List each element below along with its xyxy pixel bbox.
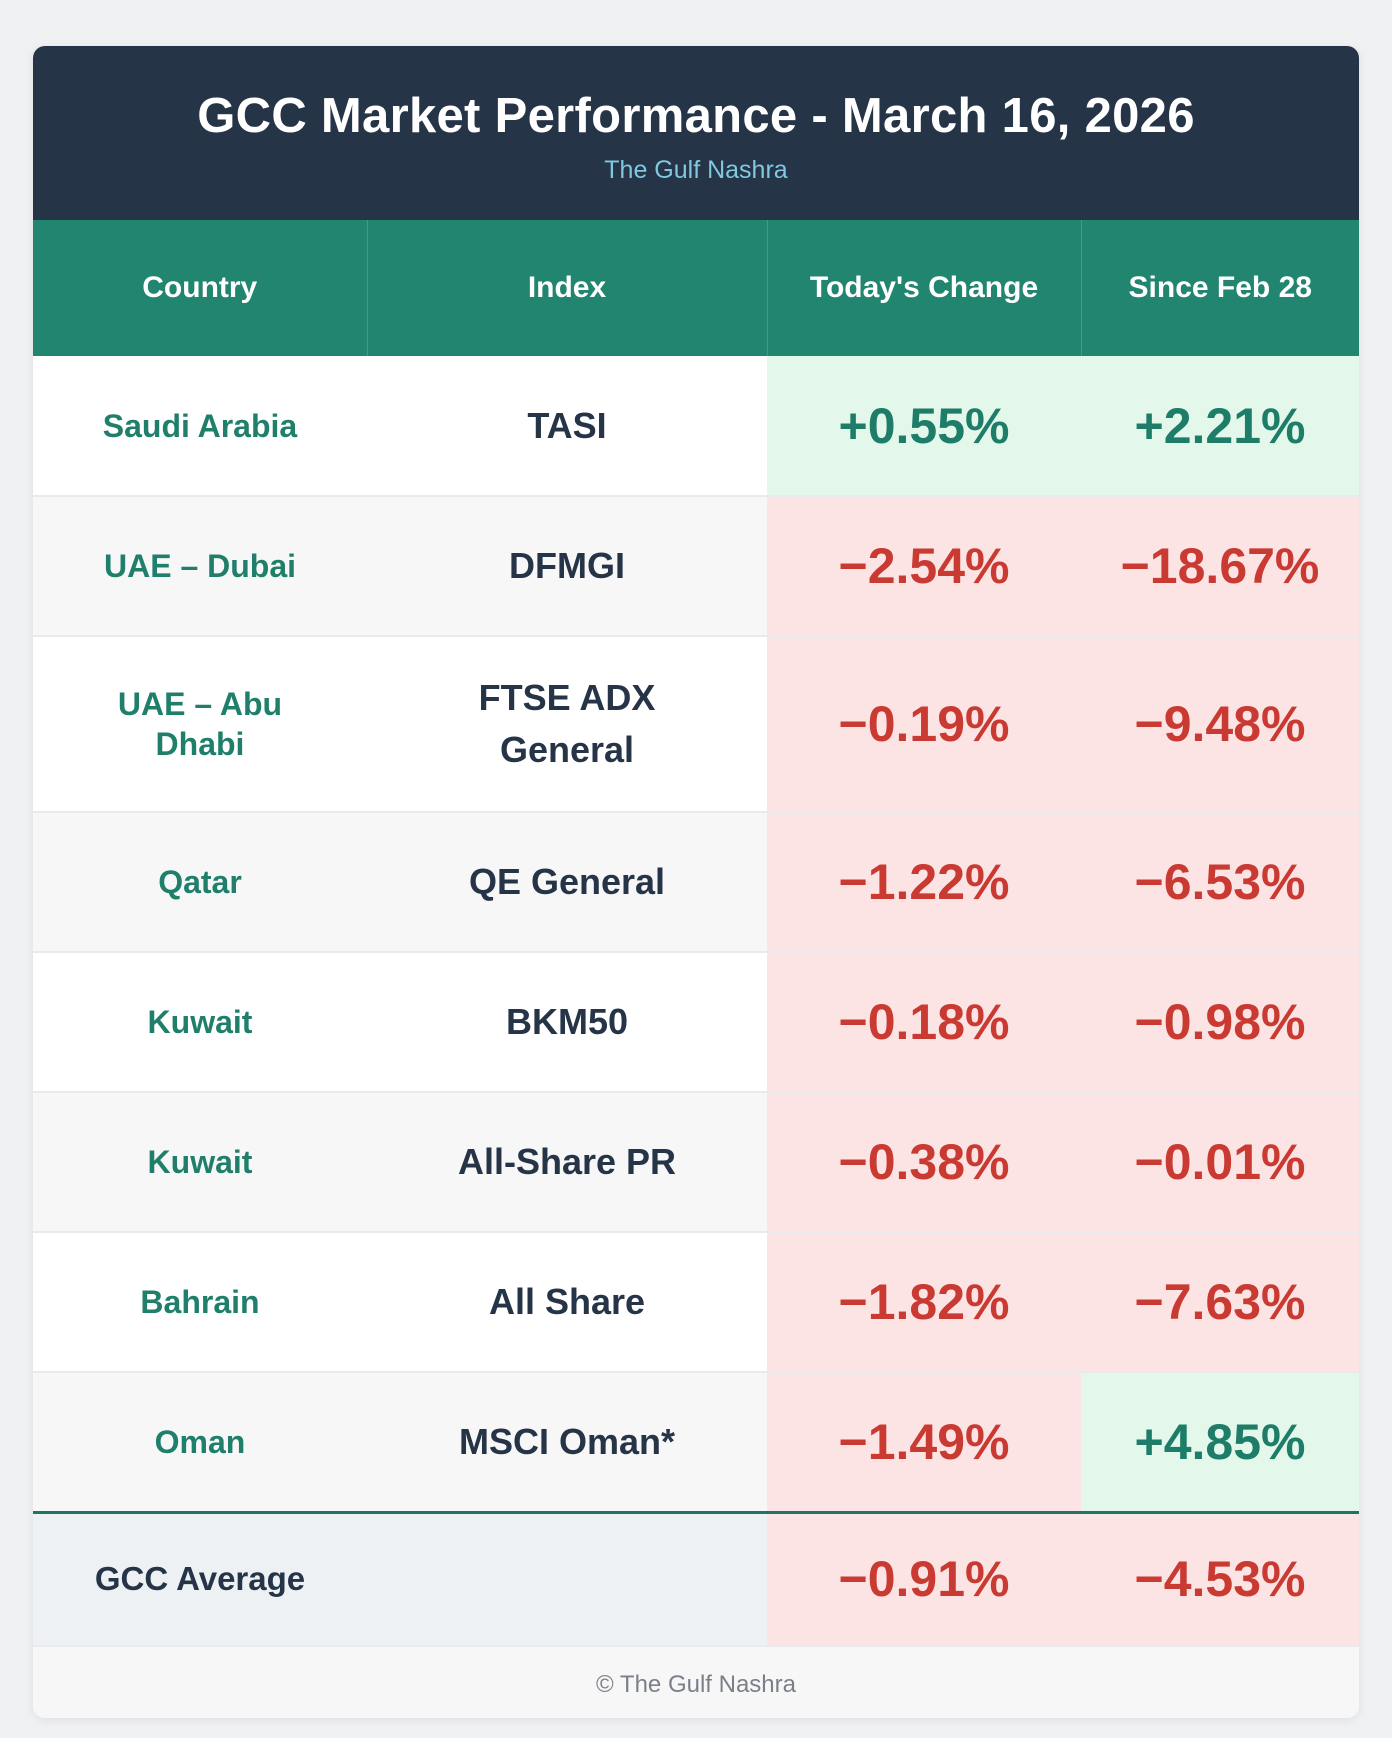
- table-row: Oman MSCI Oman* −1.49% +4.85%: [33, 1372, 1359, 1513]
- table-row: Saudi Arabia TASI +0.55% +2.21%: [33, 356, 1359, 497]
- today-change-cell: −1.22%: [767, 812, 1081, 953]
- table-body: Saudi Arabia TASI +0.55% +2.21% UAE – Du…: [33, 356, 1359, 1647]
- index-cell: MSCI Oman*: [367, 1372, 767, 1513]
- today-change-cell: −0.38%: [767, 1092, 1081, 1233]
- index-cell: QE General: [367, 812, 767, 953]
- index-cell: TASI: [367, 356, 767, 497]
- country-cell: UAE – Abu Dhabi: [33, 636, 367, 813]
- market-table: Country Index Today's Change Since Feb 2…: [33, 220, 1359, 1647]
- country-cell: Kuwait: [33, 1092, 367, 1233]
- country-cell: Bahrain: [33, 1232, 367, 1373]
- since-change-cell: −7.63%: [1081, 1232, 1359, 1373]
- table-row: Kuwait All-Share PR −0.38% −0.01%: [33, 1092, 1359, 1233]
- today-change-cell: −1.82%: [767, 1232, 1081, 1373]
- country-cell: Qatar: [33, 812, 367, 953]
- country-cell: UAE – Dubai: [33, 496, 367, 637]
- table-row: Kuwait BKM50 −0.18% −0.98%: [33, 952, 1359, 1093]
- index-cell: BKM50: [367, 952, 767, 1093]
- gcc-average-spacer: [367, 1510, 767, 1647]
- country-cell: Saudi Arabia: [33, 356, 367, 497]
- today-change-cell: −0.19%: [767, 636, 1081, 813]
- footer-credit: © The Gulf Nashra: [33, 1647, 1359, 1718]
- country-cell: Kuwait: [33, 952, 367, 1093]
- gcc-average-since: −4.53%: [1081, 1510, 1359, 1647]
- today-change-cell: −2.54%: [767, 496, 1081, 637]
- table-row: UAE – Abu Dhabi FTSE ADX General −0.19% …: [33, 636, 1359, 813]
- column-header-since: Since Feb 28: [1081, 220, 1359, 356]
- index-cell: All Share: [367, 1232, 767, 1373]
- table-row: Bahrain All Share −1.82% −7.63%: [33, 1232, 1359, 1373]
- page-title: GCC Market Performance - March 16, 2026: [197, 89, 1195, 143]
- since-change-cell: +2.21%: [1081, 356, 1359, 497]
- column-header-country: Country: [33, 220, 368, 356]
- gcc-average-today: −0.91%: [767, 1510, 1081, 1647]
- title-banner: GCC Market Performance - March 16, 2026 …: [33, 46, 1359, 220]
- today-change-cell: −1.49%: [767, 1372, 1081, 1513]
- table-row: UAE – Dubai DFMGI −2.54% −18.67%: [33, 496, 1359, 637]
- since-change-cell: −0.98%: [1081, 952, 1359, 1093]
- page-subtitle: The Gulf Nashra: [604, 156, 788, 184]
- index-cell: DFMGI: [367, 496, 767, 637]
- country-cell: Oman: [33, 1372, 367, 1513]
- column-header-index: Index: [367, 220, 768, 356]
- gcc-average-label: GCC Average: [33, 1510, 367, 1647]
- performance-card: GCC Market Performance - March 16, 2026 …: [33, 46, 1359, 1718]
- since-change-cell: +4.85%: [1081, 1372, 1359, 1513]
- table-row: Qatar QE General −1.22% −6.53%: [33, 812, 1359, 953]
- since-change-cell: −0.01%: [1081, 1092, 1359, 1233]
- index-cell: All-Share PR: [367, 1092, 767, 1233]
- since-change-cell: −9.48%: [1081, 636, 1359, 813]
- column-header-today: Today's Change: [767, 220, 1082, 356]
- today-change-cell: +0.55%: [767, 356, 1081, 497]
- since-change-cell: −18.67%: [1081, 496, 1359, 637]
- today-change-cell: −0.18%: [767, 952, 1081, 1093]
- since-change-cell: −6.53%: [1081, 812, 1359, 953]
- table-header-row: Country Index Today's Change Since Feb 2…: [33, 220, 1359, 356]
- index-cell: FTSE ADX General: [367, 636, 767, 813]
- gcc-average-row: GCC Average −0.91% −4.53%: [33, 1510, 1359, 1647]
